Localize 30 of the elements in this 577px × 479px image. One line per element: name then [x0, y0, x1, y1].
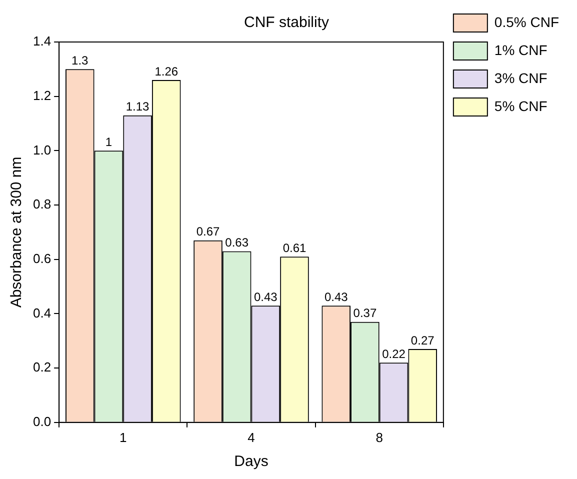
data-label: 0.43	[254, 290, 278, 304]
legend-label: 3% CNF	[494, 70, 548, 86]
legend-label: 0.5% CNF	[494, 14, 560, 30]
y-tick-label: 0.6	[32, 250, 52, 266]
data-label: 1	[105, 135, 112, 149]
x-tick-label: 1	[120, 430, 127, 445]
legend-label: 1% CNF	[494, 42, 548, 58]
y-tick-label: 0.4	[32, 305, 52, 320]
data-label: 1.3	[72, 53, 89, 68]
y-tick-label: 1.0	[32, 142, 52, 158]
y-tick-label: 1.2	[32, 88, 52, 103]
y-tick-label: 0.2	[32, 360, 52, 375]
y-tick-label: 0.8	[32, 196, 52, 212]
data-label: 1.26	[154, 64, 178, 78]
y-axis-title: Absorbance at 300 nm	[8, 156, 26, 308]
x-axis-title: Days	[234, 453, 268, 470]
data-label: 0.63	[225, 236, 249, 250]
chart-title: CNF stability	[244, 14, 330, 32]
y-tick-label: 1.4	[32, 34, 52, 49]
legend-label: 5% CNF	[494, 98, 548, 114]
data-label: 0.43	[324, 290, 348, 304]
data-label: 0.37	[353, 306, 377, 320]
x-tick-label: 8	[376, 430, 383, 445]
data-label: 0.22	[382, 346, 406, 361]
data-label: 1.13	[126, 100, 150, 114]
x-tick-label: 4	[248, 430, 255, 445]
y-tick-label: 0.0	[32, 414, 52, 429]
data-label: 0.61	[282, 240, 306, 255]
data-label: 0.27	[410, 333, 435, 348]
data-label: 0.67	[196, 224, 220, 239]
